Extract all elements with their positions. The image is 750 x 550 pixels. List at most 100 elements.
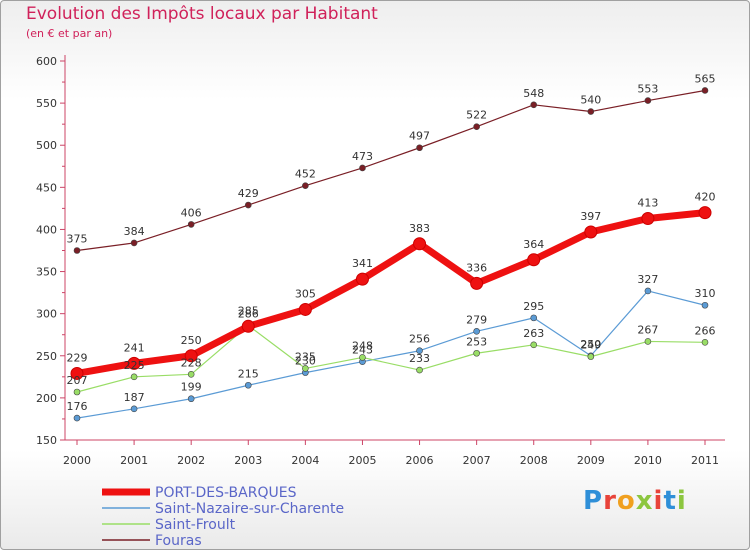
data-label-port-des-barques: 364 [523, 238, 544, 251]
x-tick-label: 2001 [120, 454, 148, 467]
data-point-saint-froult [530, 341, 538, 349]
x-tick-label: 2005 [348, 454, 376, 467]
data-label-fouras: 384 [124, 225, 145, 238]
data-point-port-des-barques [584, 225, 598, 239]
data-point-port-des-barques [184, 349, 198, 363]
data-label-saint-nazaire-sur-charente: 230 [295, 355, 316, 368]
data-point-fouras [244, 201, 252, 209]
chart-title: Evolution des Impôts locaux par Habitant [26, 4, 378, 24]
data-point-port-des-barques [241, 319, 255, 333]
data-label-port-des-barques: 413 [637, 196, 658, 209]
data-label-fouras: 406 [181, 206, 202, 219]
data-point-port-des-barques [298, 302, 312, 316]
y-tick-label: 450 [36, 181, 57, 194]
data-point-port-des-barques [413, 237, 427, 251]
data-label-saint-froult: 267 [637, 323, 658, 336]
data-label-saint-nazaire-sur-charente: 199 [181, 381, 202, 394]
y-tick-label: 600 [36, 55, 57, 68]
data-label-saint-froult: 225 [124, 359, 145, 372]
data-point-saint-nazaire-sur-charente [130, 405, 138, 413]
x-tick-label: 2007 [463, 454, 491, 467]
data-label-port-des-barques: 341 [352, 257, 373, 270]
data-label-port-des-barques: 420 [695, 191, 716, 204]
data-point-saint-froult [187, 371, 195, 378]
data-point-saint-froult [416, 366, 423, 374]
data-label-port-des-barques: 241 [124, 341, 145, 354]
data-label-fouras: 452 [295, 168, 316, 181]
x-tick-label: 2009 [577, 454, 605, 467]
data-point-fouras [530, 101, 538, 109]
data-point-saint-nazaire-sur-charente [244, 381, 252, 389]
legend-label-port-des-barques: PORT-DES-BARQUES [155, 485, 297, 501]
data-point-fouras [359, 164, 366, 172]
data-point-port-des-barques [70, 366, 84, 380]
data-point-saint-nazaire-sur-charente [73, 414, 81, 422]
data-label-saint-nazaire-sur-charente: 295 [523, 300, 544, 313]
data-label-port-des-barques: 305 [295, 287, 316, 300]
y-tick-label: 300 [36, 308, 57, 321]
x-tick-label: 2006 [406, 454, 434, 467]
data-label-saint-froult: 235 [295, 350, 316, 363]
data-label-saint-froult: 286 [238, 307, 259, 320]
data-label-port-des-barques: 397 [580, 210, 601, 223]
data-label-port-des-barques: 285 [238, 304, 259, 317]
data-point-saint-froult [644, 338, 652, 345]
y-tick-label: 200 [36, 392, 57, 405]
data-label-saint-froult: 233 [409, 352, 430, 365]
data-label-fouras: 522 [466, 109, 487, 122]
data-label-fouras: 540 [580, 94, 601, 107]
data-label-saint-nazaire-sur-charente: 327 [637, 273, 658, 286]
data-label-saint-nazaire-sur-charente: 310 [695, 287, 716, 300]
y-tick-label: 250 [36, 350, 57, 363]
proxiti-logo: Proxiti [583, 486, 687, 516]
data-label-fouras: 565 [695, 72, 716, 85]
data-label-saint-nazaire-sur-charente: 215 [238, 367, 259, 380]
data-label-saint-nazaire-sur-charente: 176 [67, 400, 88, 413]
data-label-saint-nazaire-sur-charente: 187 [124, 391, 145, 404]
data-point-port-des-barques [127, 356, 141, 370]
data-point-saint-froult [473, 349, 480, 357]
x-tick-label: 2011 [691, 454, 719, 467]
data-point-fouras [302, 182, 309, 189]
data-label-fouras: 429 [238, 187, 259, 200]
data-point-port-des-barques [698, 206, 712, 220]
y-tick-label: 550 [36, 97, 57, 110]
y-tick-label: 500 [36, 139, 57, 152]
legend-label-fouras: Fouras [155, 533, 202, 549]
data-point-saint-nazaire-sur-charente [644, 287, 652, 295]
data-point-fouras [130, 239, 138, 247]
data-label-port-des-barques: 229 [67, 351, 88, 364]
x-tick-label: 2010 [634, 454, 662, 467]
data-label-saint-nazaire-sur-charente: 256 [409, 333, 430, 346]
y-tick-label: 150 [36, 434, 57, 447]
y-tick-label: 400 [36, 223, 57, 236]
data-label-saint-froult: 253 [466, 335, 487, 348]
series-line-fouras [76, 89, 706, 252]
y-tick-label: 350 [36, 266, 57, 279]
data-label-saint-froult: 249 [580, 339, 601, 352]
data-label-fouras: 548 [523, 87, 544, 100]
data-point-fouras [644, 97, 652, 104]
data-label-saint-froult: 248 [352, 339, 373, 352]
data-label-saint-froult: 266 [695, 324, 716, 337]
data-point-saint-froult [587, 353, 595, 360]
data-label-saint-nazaire-sur-charente: 279 [466, 313, 487, 326]
x-tick-label: 2002 [177, 454, 205, 467]
data-point-port-des-barques [355, 272, 369, 286]
data-label-fouras: 375 [67, 233, 88, 246]
data-label-port-des-barques: 250 [181, 334, 202, 347]
data-label-saint-froult: 263 [523, 327, 544, 340]
data-point-fouras [701, 87, 709, 94]
data-point-fouras [587, 108, 595, 115]
data-point-fouras [416, 144, 423, 152]
data-point-saint-froult [130, 373, 138, 381]
data-point-saint-nazaire-sur-charente [701, 301, 709, 309]
data-point-saint-froult [302, 365, 309, 372]
data-label-fouras: 473 [352, 150, 373, 163]
data-label-saint-froult: 207 [67, 374, 88, 387]
data-point-saint-nazaire-sur-charente [416, 347, 423, 355]
data-point-saint-nazaire-sur-charente [187, 395, 195, 403]
data-label-port-des-barques: 336 [466, 261, 487, 274]
x-tick-label: 2008 [520, 454, 548, 467]
data-point-saint-nazaire-sur-charente [530, 314, 538, 322]
